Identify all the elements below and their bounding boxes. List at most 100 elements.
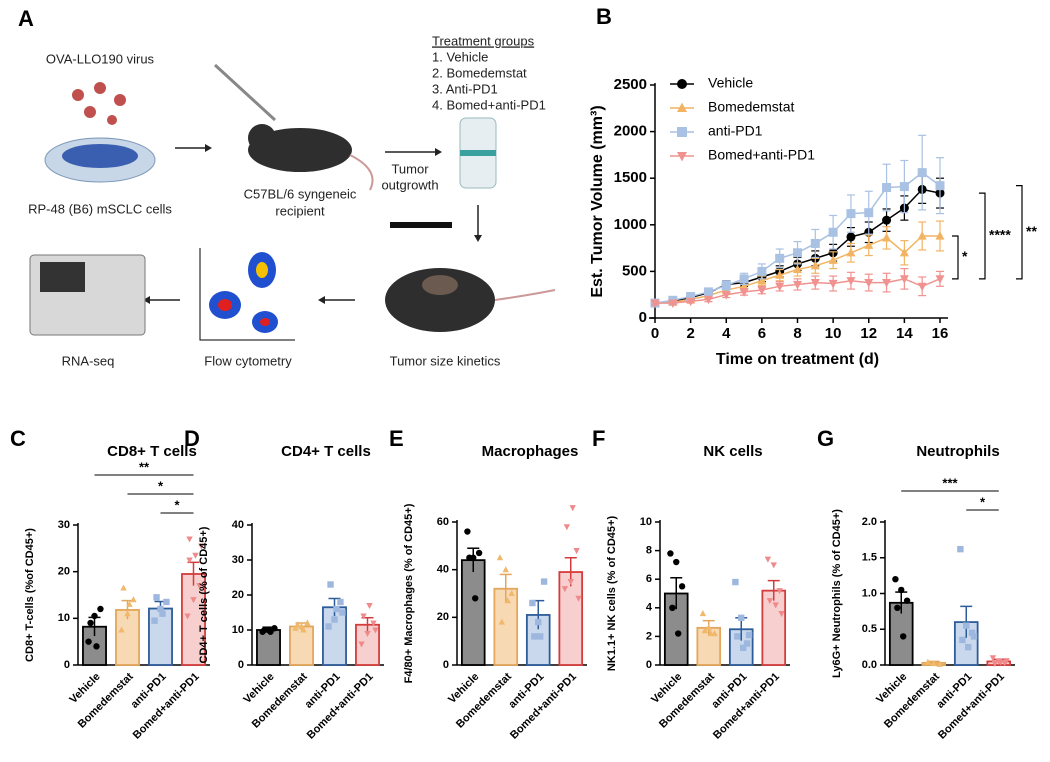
syringe [213,63,277,122]
flow-pop [256,262,268,278]
sig-bracket [979,192,986,280]
y-axis-title: Ly6G+ Neutrophils (% of CD45+) [831,509,843,678]
flow-pop [218,299,232,311]
point [304,619,311,626]
y-tick-label: 1000 [614,216,647,233]
y-tick-label: 2500 [614,76,647,93]
arrow-head [143,296,150,304]
point [963,622,970,629]
x-tick-label: 12 [860,325,877,342]
sig-label: ** [1026,223,1037,239]
point [699,610,707,617]
legend-marker [677,127,687,137]
label: Tumor size kinetics [390,353,501,368]
point [190,597,197,604]
y-tick-label: 10 [58,612,70,624]
x-tick-label: 6 [758,325,766,342]
y-tick-label: 1500 [614,169,647,186]
point [705,624,712,631]
point [810,238,820,248]
point [882,278,892,288]
point [85,638,92,645]
point [358,641,365,648]
x-tick-label: 8 [793,325,801,342]
point [828,255,838,264]
x-tick-label: 2 [686,325,694,342]
point [184,613,191,620]
bar [256,629,281,666]
panel-letter: C [10,426,26,451]
y-tick-label: 0 [646,659,652,671]
point [535,618,542,626]
point [126,600,133,607]
point [668,299,678,309]
point [917,282,927,292]
point [157,605,164,613]
point [370,620,377,627]
point [864,278,874,288]
label: 2. Bomedemstat [432,65,527,80]
sig-label: **** [989,227,1011,243]
label: outgrowth [381,177,438,192]
point [899,247,909,257]
point [366,602,373,610]
point [91,612,98,620]
point [959,636,966,644]
point [739,288,749,297]
point [793,264,802,274]
point [130,596,137,603]
y-tick-label: 20 [232,589,244,601]
point [364,630,371,638]
point [540,578,548,585]
tail [494,289,556,301]
point [192,552,199,559]
panel-letter: E [389,426,404,451]
point [745,631,753,639]
point [300,626,307,633]
point [738,614,745,622]
point [732,578,739,586]
point [567,579,574,586]
y-axis-title: CD4+ T cells (% of CD45+) [198,526,210,663]
point [186,536,193,543]
point [701,627,709,634]
point [846,277,856,286]
point [991,661,999,668]
point [464,528,471,535]
point [968,629,976,637]
point [261,626,268,634]
point [151,617,158,624]
point [776,588,783,595]
point [650,299,660,309]
legend-marker [677,79,687,89]
point [360,613,367,620]
chart-title: Neutrophils [916,443,999,460]
bar [148,607,173,666]
point [153,594,160,601]
point [936,660,943,667]
y-tick-label: 30 [232,554,244,566]
mouse-head [248,124,276,152]
point [120,584,127,591]
point [573,548,580,555]
point [810,278,820,288]
x-tick-label: 4 [722,325,731,342]
point [846,209,856,219]
sig-label: *** [942,475,958,490]
x-tick-label: 10 [825,325,842,342]
legend-label: anti-PD1 [708,123,763,139]
sig-label: * [980,494,986,509]
sig-label: * [962,248,968,264]
point [764,556,772,563]
label: Treatment groups [432,33,535,48]
chart-title: CD4+ T cells [281,443,371,460]
y-tick-label: 8 [646,545,652,557]
y-tick-label: 2000 [614,123,647,140]
point [667,550,674,557]
point [935,231,945,240]
point [930,660,937,667]
point [775,282,785,292]
point [965,643,972,651]
point [721,291,731,300]
